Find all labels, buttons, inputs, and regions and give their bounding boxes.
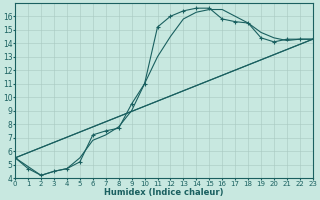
X-axis label: Humidex (Indice chaleur): Humidex (Indice chaleur) <box>104 188 224 197</box>
